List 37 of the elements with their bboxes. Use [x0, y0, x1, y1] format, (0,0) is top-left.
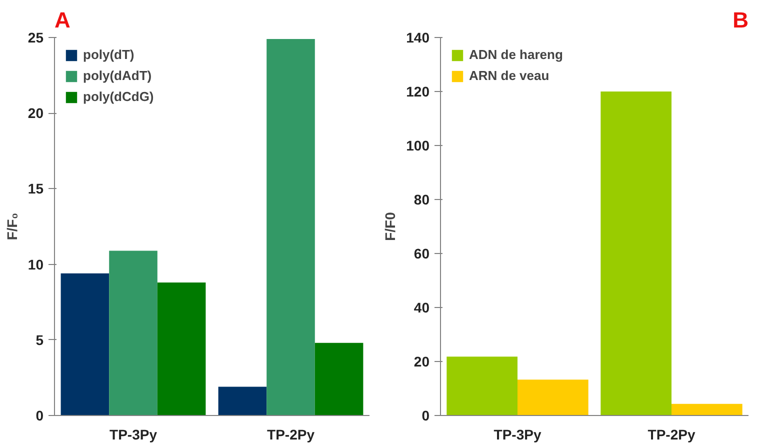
- y-tick-label: 20: [414, 354, 430, 370]
- y-tick-label: 100: [406, 138, 430, 154]
- y-tick-label: 40: [414, 300, 430, 316]
- chart-title: A: [54, 8, 70, 32]
- y-tick-label: 10: [28, 256, 44, 272]
- y-tick-label: 15: [28, 180, 44, 197]
- y-tick-label: 0: [36, 408, 44, 424]
- legend-label: ADN de hareng: [469, 47, 563, 62]
- bar: [157, 282, 206, 416]
- x-tick-label: TP-2Py: [267, 426, 315, 442]
- legend-label: ARN de veau: [469, 68, 550, 83]
- y-tick-label: 120: [406, 84, 430, 100]
- bar: [218, 386, 267, 416]
- y-tick-label: 80: [414, 192, 430, 208]
- legend-label: poly(dAdT): [83, 68, 152, 83]
- y-tick-label: 0: [422, 408, 430, 424]
- y-tick-label: 20: [28, 105, 44, 122]
- bar: [109, 250, 158, 416]
- bar: [446, 356, 518, 416]
- y-tick-label: 60: [414, 246, 430, 262]
- x-tick-label: TP-3Py: [110, 426, 158, 442]
- bar: [314, 342, 364, 416]
- bar: [518, 380, 588, 416]
- legend-label: poly(dT): [83, 47, 134, 62]
- x-tick-label: TP-2Py: [648, 426, 696, 442]
- chart-title: B: [732, 8, 749, 32]
- legend-label: poly(dCdG): [83, 89, 154, 104]
- bar: [60, 273, 110, 416]
- y-tick-label: 5: [36, 332, 44, 348]
- y-axis-title: F/F0: [382, 212, 398, 241]
- bar: [266, 39, 315, 416]
- y-tick-label: 25: [28, 30, 44, 46]
- bar: [672, 404, 742, 416]
- x-tick-label: TP-3Py: [494, 426, 542, 442]
- y-tick-label: 140: [406, 30, 430, 46]
- y-axis-title: F/F₀: [4, 212, 20, 240]
- bar: [600, 92, 672, 416]
